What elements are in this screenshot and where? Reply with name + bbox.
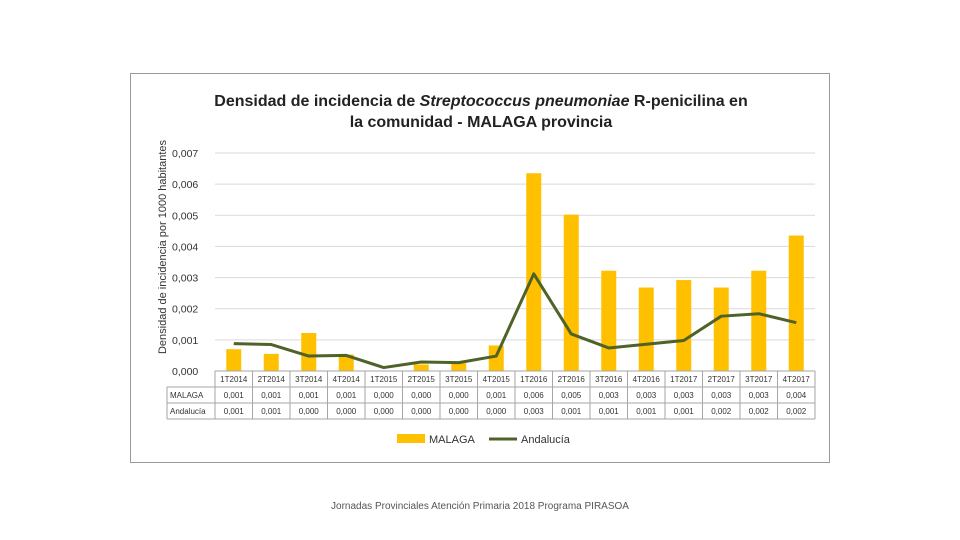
bar-malaga: [751, 270, 767, 371]
x-category-label: 2T2017: [708, 375, 736, 384]
bar-malaga: [301, 333, 317, 371]
table-cell-value: 0,002: [749, 407, 770, 416]
bar-malaga: [226, 349, 242, 371]
x-category-label: 1T2016: [520, 375, 548, 384]
x-category-label: 3T2015: [445, 375, 473, 384]
x-category-label: 3T2014: [295, 375, 323, 384]
table-cell-value: 0,003: [636, 391, 657, 400]
bar-malaga: [451, 363, 467, 371]
bar-malaga: [338, 354, 354, 371]
table-cell-value: 0,004: [786, 391, 807, 400]
bar-malaga: [788, 235, 804, 371]
y-tick-label: 0,000: [172, 366, 198, 378]
table-cell-value: 0,003: [599, 391, 620, 400]
table-cell-value: 0,001: [299, 391, 320, 400]
title-part-2: R-penicilina en: [629, 93, 748, 110]
legend-label-andalucia: Andalucía: [521, 434, 571, 446]
table-cell-value: 0,001: [224, 407, 245, 416]
bar-malaga: [563, 214, 579, 371]
y-axis-label: Densidad de incidencia por 1000 habitant…: [157, 139, 169, 354]
table-row-label: MALAGA: [170, 391, 204, 400]
table-cell-value: 0,003: [524, 407, 545, 416]
title-species: Streptococcus pneumoniae: [419, 93, 630, 110]
x-category-label: 4T2017: [783, 375, 811, 384]
table-cell-value: 0,002: [786, 407, 807, 416]
legend-swatch-malaga: [397, 434, 425, 443]
table-cell-value: 0,001: [599, 407, 620, 416]
table-cell-value: 0,000: [411, 407, 432, 416]
y-tick-label: 0,005: [172, 210, 198, 222]
y-tick-label: 0,001: [172, 335, 198, 347]
x-category-label: 3T2017: [745, 375, 773, 384]
table-cell-value: 0,000: [411, 391, 432, 400]
table-cell-value: 0,000: [299, 407, 320, 416]
x-category-label: 4T2016: [633, 375, 661, 384]
table-cell-value: 0,006: [524, 391, 545, 400]
x-category-label: 2T2016: [558, 375, 586, 384]
y-tick-label: 0,007: [172, 148, 198, 160]
footer-caption: Jornadas Provinciales Atención Primaria …: [331, 501, 629, 512]
bar-malaga: [638, 287, 654, 371]
y-tick-label: 0,006: [172, 179, 198, 191]
y-tick-label: 0,003: [172, 273, 198, 285]
table-cell-value: 0,001: [336, 391, 357, 400]
table-cell-value: 0,000: [374, 407, 395, 416]
bar-malaga: [413, 364, 429, 371]
x-category-label: 2T2015: [408, 375, 436, 384]
x-category-label: 1T2015: [370, 375, 398, 384]
table-cell-value: 0,003: [674, 391, 695, 400]
table-cell-value: 0,001: [486, 391, 507, 400]
table-cell-value: 0,003: [711, 391, 732, 400]
table-cell-value: 0,001: [224, 391, 245, 400]
chart-title: Densidad de incidencia de Streptococcus …: [131, 91, 831, 133]
x-category-label: 2T2014: [258, 375, 286, 384]
title-line-2: la comunidad - MALAGA provincia: [349, 114, 613, 131]
x-category-label: 1T2014: [220, 375, 248, 384]
x-category-label: 4T2014: [333, 375, 361, 384]
table-row-label: Andalucía: [170, 407, 206, 416]
chart-svg: 0,000 0,001 0,002 0,003 0,004 0,005 0,006 0,007…: [157, 139, 816, 446]
table-cell-value: 0,003: [749, 391, 770, 400]
table-cell-value: 0,000: [449, 407, 470, 416]
x-category-label: 4T2015: [483, 375, 511, 384]
table-cell-value: 0,001: [674, 407, 695, 416]
x-category-label: 1T2017: [670, 375, 698, 384]
table-cell-value: 0,001: [636, 407, 657, 416]
title-part-1: Densidad de incidencia de: [214, 93, 420, 110]
table-cell-value: 0,005: [561, 391, 582, 400]
table-cell-value: 0,000: [449, 391, 470, 400]
table-cell-value: 0,001: [261, 391, 282, 400]
x-category-label: 3T2016: [595, 375, 623, 384]
table-cell-value: 0,001: [561, 407, 582, 416]
chart-frame: Densidad de incidencia de Streptococcus …: [130, 73, 830, 463]
bar-malaga: [526, 173, 542, 371]
bar-malaga: [263, 353, 279, 371]
table-cell-value: 0,001: [261, 407, 282, 416]
bar-malaga: [713, 287, 729, 371]
y-tick-label: 0,002: [172, 304, 198, 316]
line-andalucia: [233, 272, 797, 370]
bar-malaga: [676, 280, 692, 371]
table-cell-value: 0,002: [711, 407, 732, 416]
table-cell-value: 0,000: [374, 391, 395, 400]
bar-malaga: [601, 270, 617, 371]
legend-label-malaga: MALAGA: [429, 434, 476, 446]
table-cell-value: 0,000: [336, 407, 357, 416]
y-tick-label: 0,004: [172, 241, 198, 253]
table-cell-value: 0,000: [486, 407, 507, 416]
bar-malaga: [488, 345, 504, 371]
